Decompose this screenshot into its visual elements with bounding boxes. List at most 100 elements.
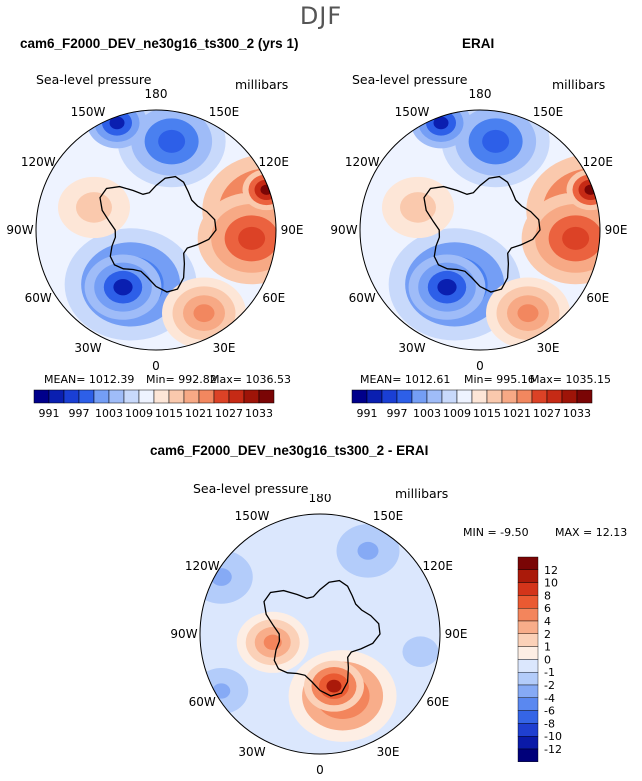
lon-label: 150E (533, 105, 564, 119)
panel2-colorbar: 991 997 1003 1009 1015 1021 1027 1033 (351, 389, 593, 420)
lon-label: 150W (71, 105, 106, 119)
panel3-polar-map: 180 150E 120E 90E 60E 30E 0 30W 60W 90W 120W 150W (170, 494, 468, 777)
panel1-title: cam6_F2000_DEV_ne30g16_ts300_2 (yrs 1) (20, 36, 299, 51)
lon-label: 0 (476, 359, 484, 373)
colorbar-tick-label: 1003 (413, 407, 441, 420)
field-contour (411, 644, 430, 660)
lon-label: 60E (586, 291, 609, 305)
panel3-title: cam6_F2000_DEV_ne30g16_ts300_2 - ERAI (150, 443, 429, 458)
colorbar-tick-label: -10 (544, 730, 562, 743)
colorbar-swatch (108, 389, 125, 404)
panel1-subtitle-left: Sea-level pressure (36, 72, 152, 87)
panel3-min-stat: MIN = -9.50 (463, 526, 529, 539)
colorbar-tick-label: 1021 (185, 407, 213, 420)
colorbar-tick-label: -4 (544, 692, 555, 705)
colorbar-swatch (138, 389, 155, 404)
map-boundary (199, 513, 441, 755)
lon-label: 150W (395, 105, 430, 119)
lon-label: 90W (6, 223, 33, 237)
colorbar-swatch (228, 389, 245, 404)
colorbar-swatch (258, 389, 275, 404)
field-contour (408, 199, 427, 216)
lon-label: 90E (445, 627, 468, 641)
colorbar-swatch (517, 620, 539, 635)
colorbar-swatch (517, 735, 539, 750)
lon-label: 150E (209, 105, 240, 119)
colorbar-tick-label: 997 (387, 407, 408, 420)
colorbar-swatch (396, 389, 413, 404)
colorbar-swatch (93, 389, 110, 404)
panel3-max-stat: MAX = 12.13 (555, 526, 628, 539)
lon-label: 0 (316, 763, 324, 777)
colorbar-swatch (517, 595, 539, 609)
colorbar-swatch (63, 389, 80, 404)
field-contour (84, 199, 103, 216)
colorbar-tick-label: 8 (544, 589, 551, 602)
colorbar-tick-label: 10 (544, 577, 558, 590)
coastline (423, 175, 541, 293)
colorbar-swatch (183, 389, 200, 404)
colorbar-tick-label: 0 (544, 653, 551, 666)
colorbar-tick-label: -1 (544, 666, 555, 679)
colorbar-swatch (517, 723, 539, 737)
colorbar-tick-label: -6 (544, 705, 555, 718)
field-contour (326, 679, 342, 693)
colorbar-swatch (441, 389, 458, 404)
colorbar-swatch (576, 389, 593, 404)
panel1-subtitle-right: millibars (235, 77, 289, 92)
panel2-mean-stat: MEAN= 1012.61 (360, 373, 451, 386)
colorbar-tick-label: 1021 (503, 407, 531, 420)
panel2-subtitle-left: Sea-level pressure (352, 72, 468, 87)
field-contour (433, 116, 449, 130)
lon-label: 60W (189, 695, 216, 709)
lon-label: 120W (21, 155, 56, 169)
lon-label: 180 (145, 87, 168, 101)
panel1-polar-map: 180 150E 120E 90E 60E 30E 0 30W 60W 90W 120W 150W (6, 87, 303, 373)
coastline (99, 175, 217, 293)
colorbar-tick-label: 1 (544, 641, 551, 654)
colorbar-swatch (561, 389, 578, 404)
panel1-colorbar: 991 997 1003 1009 1015 1021 1027 1033 (33, 389, 275, 420)
field-contour (517, 304, 539, 323)
field-contour (437, 278, 457, 296)
colorbar-swatch (517, 556, 539, 571)
colorbar-swatch (517, 646, 539, 660)
field-contour (357, 541, 379, 560)
page-title: DJF (299, 2, 343, 30)
colorbar-tick-label: 12 (544, 564, 558, 577)
colorbar-tick-label: -8 (544, 717, 555, 730)
lon-label: 30E (537, 341, 560, 355)
colorbar-swatch (198, 389, 215, 404)
colorbar-swatch (517, 710, 539, 724)
lon-label: 90W (330, 223, 357, 237)
colorbar-swatch (517, 671, 539, 686)
colorbar-swatch (517, 633, 539, 647)
field-contour (113, 278, 133, 296)
colorbar-swatch (517, 684, 539, 699)
lon-label: 30E (213, 341, 236, 355)
lon-label: 30W (398, 341, 425, 355)
lon-label: 60W (25, 291, 52, 305)
field-layer (200, 514, 440, 754)
lon-label: 120E (423, 559, 454, 573)
colorbar-swatch (168, 389, 185, 404)
panel2-max-stat: Max= 1035.15 (530, 373, 611, 386)
colorbar-swatch (78, 389, 95, 404)
field-contour (238, 226, 266, 250)
lon-label: 150E (373, 509, 404, 523)
colorbar-swatch (517, 582, 539, 596)
lon-label: 90W (170, 627, 197, 641)
panel1-max-stat: Max= 1036.53 (210, 373, 291, 386)
lon-label: 90E (605, 223, 628, 237)
colorbar-swatch (426, 389, 443, 404)
colorbar-swatch (517, 659, 539, 673)
colorbar-swatch (546, 389, 563, 404)
colorbar-swatch (456, 389, 473, 404)
colorbar-swatch (517, 697, 539, 711)
colorbar-swatch (48, 389, 65, 404)
lon-label: 60W (349, 291, 376, 305)
map-boundary (359, 109, 601, 351)
panel2-polar-map: 180 150E 120E 90E 60E 30E 0 30W 60W 90W 120W 150W (330, 87, 628, 373)
lon-label: 150W (235, 509, 270, 523)
